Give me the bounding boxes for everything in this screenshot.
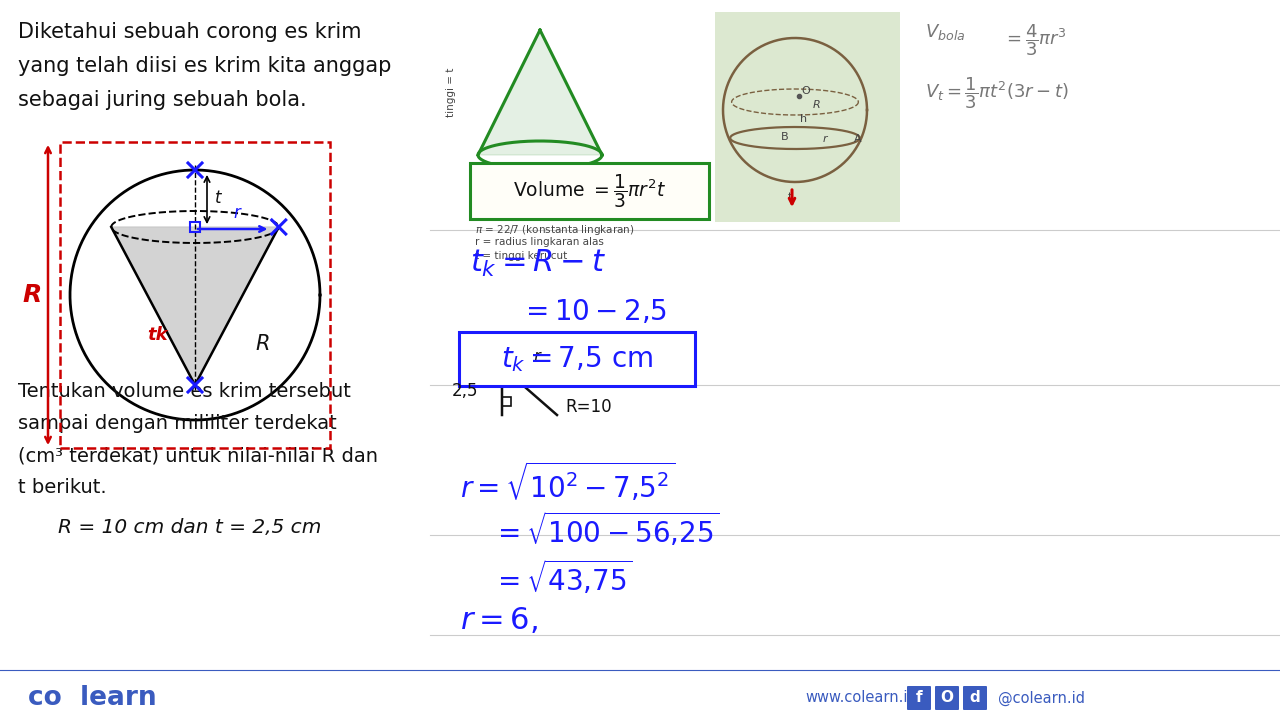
Bar [502, 397, 511, 406]
Text: t: t [788, 192, 792, 202]
Text: $r = 6{,}$: $r = 6{,}$ [460, 605, 538, 635]
Text: $V_{\mathit{bola}}$: $V_{\mathit{bola}}$ [925, 22, 965, 42]
Text: sampai dengan mililiter terdekat: sampai dengan mililiter terdekat [18, 414, 337, 433]
Text: O: O [801, 86, 810, 96]
Text: (cm³ terdekat) untuk nilai-nilai R dan: (cm³ terdekat) untuk nilai-nilai R dan [18, 446, 378, 465]
Text: Volume $= \dfrac{1}{3}\pi r^2 t$: Volume $= \dfrac{1}{3}\pi r^2 t$ [513, 172, 666, 210]
Polygon shape [477, 30, 602, 155]
Text: R = 10 cm dan t = 2,5 cm: R = 10 cm dan t = 2,5 cm [58, 518, 321, 537]
FancyBboxPatch shape [460, 332, 695, 386]
Text: t: t [215, 189, 221, 207]
FancyBboxPatch shape [963, 686, 987, 710]
Text: tk: tk [147, 326, 168, 344]
Text: t = tinggi kerucut: t = tinggi kerucut [475, 251, 567, 261]
Text: t berikut.: t berikut. [18, 478, 106, 497]
Text: $= \sqrt{100 - 56{,}25}$: $= \sqrt{100 - 56{,}25}$ [492, 510, 719, 549]
Text: R: R [22, 283, 42, 307]
Text: @colearn.id: @colearn.id [998, 690, 1085, 706]
Text: www.colearn.id: www.colearn.id [805, 690, 916, 706]
FancyBboxPatch shape [470, 163, 709, 219]
Text: $t_k = R - t$: $t_k = R - t$ [470, 248, 607, 279]
Text: Diketahui sebuah corong es krim: Diketahui sebuah corong es krim [18, 22, 361, 42]
Text: R: R [813, 100, 820, 110]
Bar [60, 142, 330, 448]
FancyBboxPatch shape [908, 686, 931, 710]
Text: R=10: R=10 [564, 398, 612, 416]
Text: $\pi$ = 22/7 (konstanta lingkaran): $\pi$ = 22/7 (konstanta lingkaran) [475, 223, 635, 237]
Text: co  learn: co learn [28, 685, 156, 711]
Text: r = radius lingkaran alas: r = radius lingkaran alas [475, 237, 604, 247]
Text: d: d [970, 690, 980, 706]
Text: Tentukan volume es krim tersebut: Tentukan volume es krim tersebut [18, 382, 351, 401]
Text: f: f [915, 690, 923, 706]
Text: $V_t = \dfrac{1}{3}\pi t^2(3r-t)$: $V_t = \dfrac{1}{3}\pi t^2(3r-t)$ [925, 75, 1069, 111]
Text: sebagai juring sebuah bola.: sebagai juring sebuah bola. [18, 90, 307, 110]
Text: R: R [255, 334, 270, 354]
Text: yang telah diisi es krim kita anggap: yang telah diisi es krim kita anggap [18, 56, 392, 76]
Bar [189, 222, 200, 232]
Text: radius = r: radius = r [515, 172, 566, 182]
Text: $= 10 - 2{,}5$: $= 10 - 2{,}5$ [520, 298, 667, 326]
Text: 2,5: 2,5 [452, 382, 477, 400]
Text: $= \dfrac{4}{3}\pi r^3$: $= \dfrac{4}{3}\pi r^3$ [1004, 22, 1068, 58]
Text: tinggi = t: tinggi = t [445, 67, 456, 117]
Text: r: r [823, 134, 828, 144]
Text: $= \sqrt{43{,}75}$: $= \sqrt{43{,}75}$ [492, 558, 632, 597]
Text: $t_k = 7{,}5\ \mathrm{cm}$: $t_k = 7{,}5\ \mathrm{cm}$ [500, 344, 653, 374]
FancyBboxPatch shape [716, 12, 900, 222]
Polygon shape [111, 227, 279, 385]
Text: r: r [532, 348, 540, 366]
Text: B: B [781, 132, 788, 142]
FancyBboxPatch shape [934, 686, 959, 710]
Text: A: A [854, 134, 861, 144]
Text: O: O [941, 690, 954, 706]
Text: $r = \sqrt{10^2 - 7{,}5^2}$: $r = \sqrt{10^2 - 7{,}5^2}$ [460, 460, 676, 503]
Text: h: h [800, 114, 808, 124]
Text: r: r [233, 204, 241, 222]
